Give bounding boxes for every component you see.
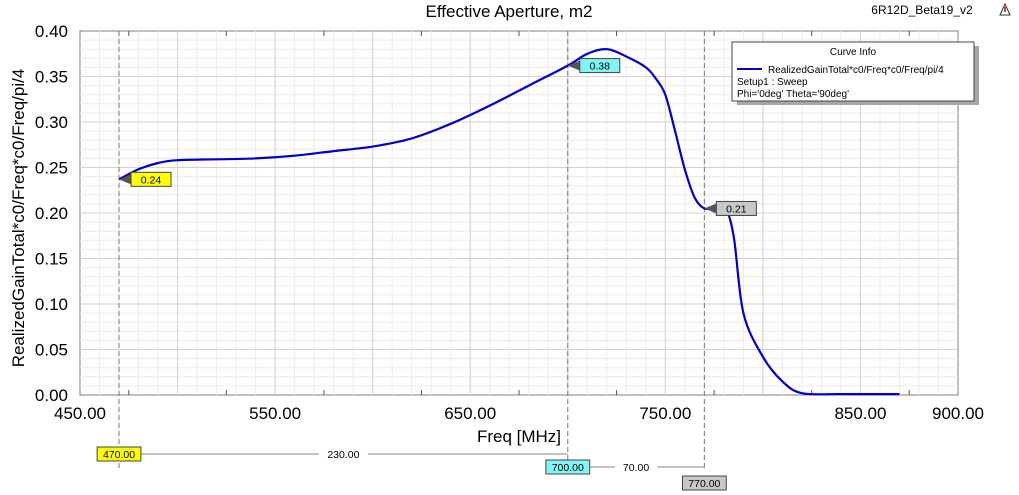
design-name: 6R12D_Beta19_v2 bbox=[871, 3, 973, 17]
series-layer bbox=[118, 48, 900, 396]
y-tick-label: 0.20 bbox=[35, 204, 68, 223]
series-line bbox=[118, 48, 900, 396]
major-grid bbox=[80, 31, 958, 395]
delta-layer: 230.00 70.00 470.00 700.00 770.00 bbox=[96, 446, 727, 491]
marker-pointer bbox=[567, 60, 580, 71]
y-tick-label: 0.15 bbox=[35, 250, 68, 269]
legend-entry: RealizedGainTotal*c0/Freq*c0/Freq/pi/4 bbox=[768, 65, 944, 76]
delta-label: 230.00 bbox=[327, 449, 359, 461]
x-tick-labels: 450.00 550.00 650.00 750.00 850.00 900.00 bbox=[54, 404, 984, 423]
x-tick-label: 550.00 bbox=[249, 404, 301, 423]
marker-value-label: 0.24 bbox=[141, 174, 162, 186]
y-tick-label: 0.25 bbox=[35, 159, 68, 178]
x-tick-label: 650.00 bbox=[444, 404, 496, 423]
x-tick-label: 900.00 bbox=[932, 404, 984, 423]
marker-x-label: 700.00 bbox=[552, 462, 584, 474]
marker-boxes: 0.24 0.38 0.21 bbox=[119, 58, 757, 216]
y-axis-label: RealizedGainTotal*c0/Freq*c0/Freq/pi/4 bbox=[9, 69, 28, 368]
marker-x-label-background bbox=[545, 459, 591, 475]
y-tick-labels: 0.00 0.05 0.10 0.15 0.20 0.25 0.30 0.35 0.40 bbox=[35, 22, 68, 405]
marker-value-background bbox=[715, 200, 757, 216]
y-tick-label: 0.30 bbox=[35, 113, 68, 132]
legend[interactable]: Curve Info RealizedGainTotal*c0/Freq*c0/… bbox=[731, 41, 979, 105]
marker-value-background bbox=[130, 171, 172, 187]
x-axis-label: Freq [MHz] bbox=[477, 427, 561, 446]
marker-x-label-background bbox=[96, 446, 142, 462]
marker-x-label: 470.00 bbox=[103, 449, 135, 461]
y-tick-label: 0.05 bbox=[35, 341, 68, 360]
marker-value-label: 0.21 bbox=[726, 203, 747, 215]
y-tick-label: 0.40 bbox=[35, 22, 68, 41]
marker-value-background bbox=[579, 58, 621, 74]
x-tick-label: 450.00 bbox=[54, 404, 106, 423]
marker-lines bbox=[118, 31, 705, 468]
marker-value-label: 0.38 bbox=[590, 61, 611, 73]
x-tick-label: 750.00 bbox=[639, 404, 691, 423]
x-tick-label: 850.00 bbox=[834, 404, 886, 423]
pin-icon[interactable] bbox=[999, 2, 1011, 16]
marker-value-box[interactable]: 0.24 bbox=[119, 171, 172, 187]
delta-label-background bbox=[614, 460, 658, 474]
chart-title: Effective Aperture, m2 bbox=[426, 2, 593, 21]
delta-label: 70.00 bbox=[623, 462, 649, 474]
marker-value-box[interactable]: 0.21 bbox=[704, 200, 757, 216]
y-tick-label: 0.10 bbox=[35, 295, 68, 314]
marker-pointer bbox=[704, 203, 717, 214]
delta-label-background bbox=[318, 447, 368, 461]
legend-variables: Phi='0deg' Theta='90deg' bbox=[737, 89, 849, 100]
y-tick-label: 0.00 bbox=[35, 386, 68, 405]
marker-x-label: 770.00 bbox=[688, 478, 720, 490]
legend-setup: Setup1 : Sweep bbox=[737, 77, 808, 88]
marker-pointer bbox=[119, 174, 132, 185]
marker-x-label-background bbox=[681, 475, 727, 491]
marker-value-box[interactable]: 0.38 bbox=[567, 58, 621, 74]
y-tick-label: 0.35 bbox=[35, 68, 68, 87]
legend-title: Curve Info bbox=[830, 47, 877, 58]
legend-box bbox=[731, 41, 975, 102]
